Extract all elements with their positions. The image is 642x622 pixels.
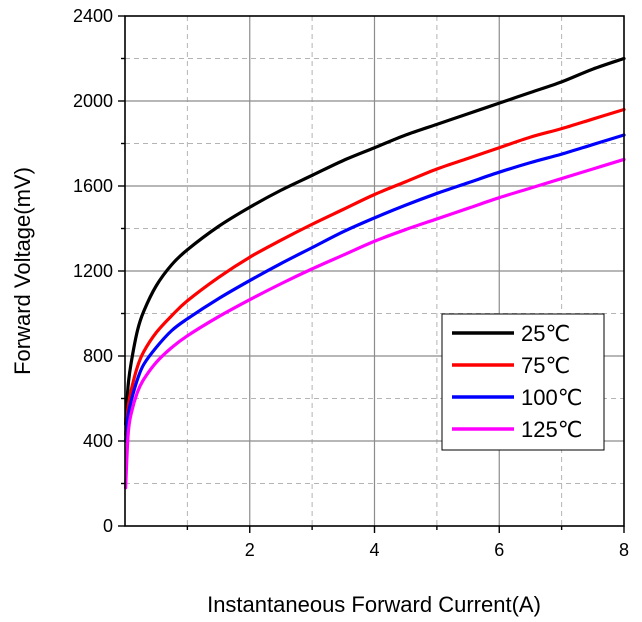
x-tick-label: 2 xyxy=(245,540,255,560)
legend-label: 100℃ xyxy=(521,385,582,410)
x-tick-label: 8 xyxy=(619,540,629,560)
y-axis-title: Forward Voltage(mV) xyxy=(10,167,35,375)
tick-labels: 2 4 6 8 0 400 800 1200 1600 2000 2400 xyxy=(73,6,629,560)
y-tick-label: 800 xyxy=(83,346,113,366)
y-tick-label: 1200 xyxy=(73,261,113,281)
legend-label: 75℃ xyxy=(521,353,570,378)
series-line-1 xyxy=(124,56,626,426)
y-tick-label: 2000 xyxy=(73,91,113,111)
series-line-2 xyxy=(124,107,626,437)
y-tick-label: 400 xyxy=(83,431,113,451)
series-lines xyxy=(124,56,626,490)
x-tick-label: 4 xyxy=(369,540,379,560)
series-line-3 xyxy=(124,133,626,443)
legend-label: 25℃ xyxy=(521,321,570,346)
x-tick-label: 6 xyxy=(494,540,504,560)
y-tick-label: 0 xyxy=(103,516,113,536)
legend: 25℃ 75℃ 100℃ 125℃ xyxy=(441,313,605,451)
y-tick-label: 2400 xyxy=(73,6,113,26)
y-tick-label: 1600 xyxy=(73,176,113,196)
legend-label: 125℃ xyxy=(521,417,582,442)
series-line-4 xyxy=(124,157,626,490)
x-axis-title: Instantaneous Forward Current(A) xyxy=(207,592,541,617)
axis-ticks xyxy=(118,15,625,533)
